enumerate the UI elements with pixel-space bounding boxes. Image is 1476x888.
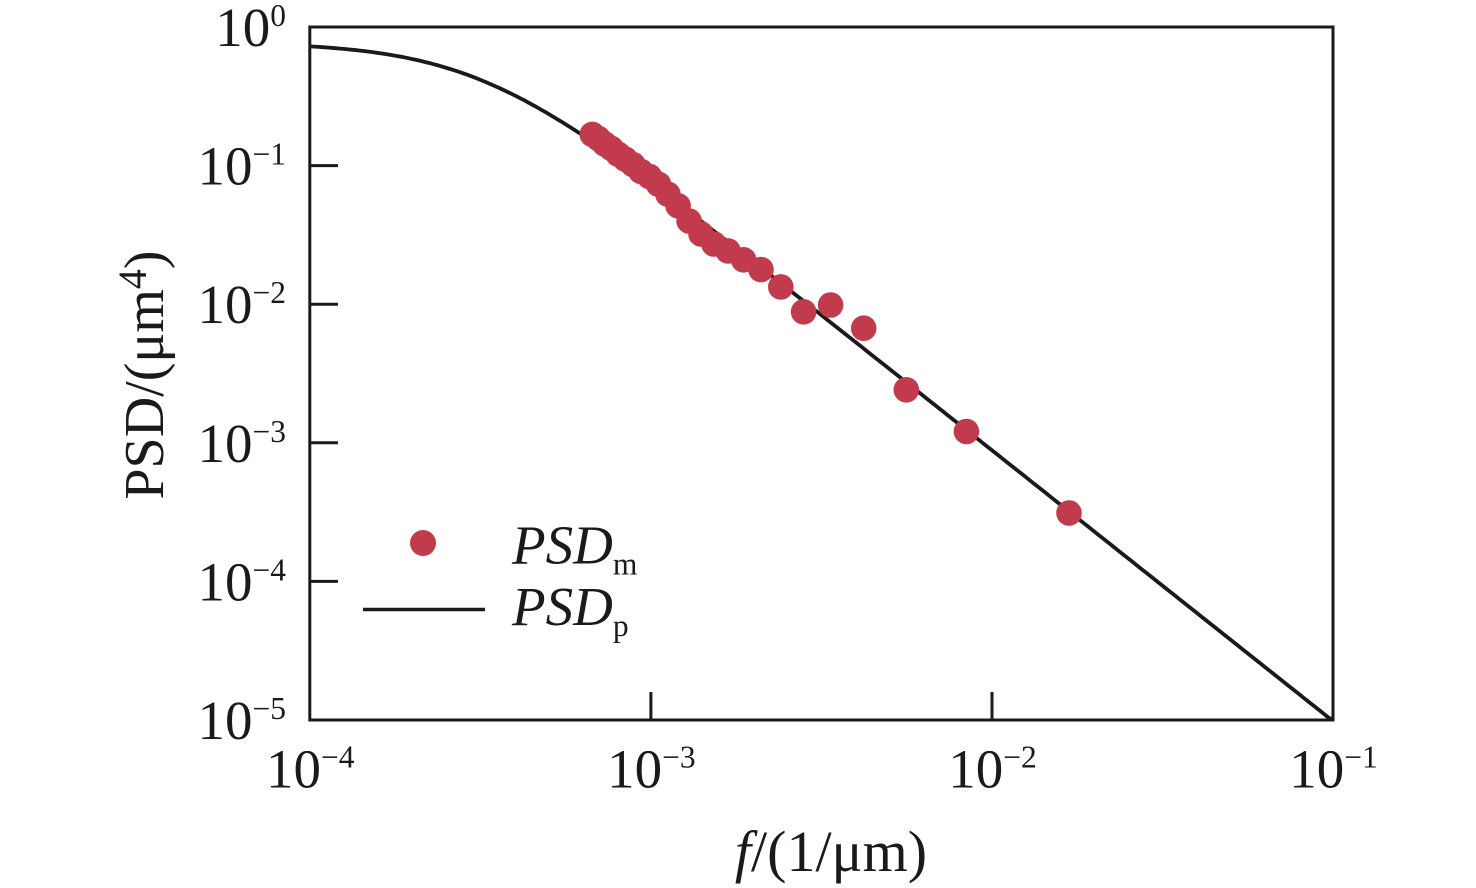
svg-text:10−1: 10−1 (1289, 739, 1378, 800)
svg-text:100: 100 (215, 0, 286, 58)
svg-text:f/(1/μm): f/(1/μm) (735, 819, 927, 884)
svg-text:PSD/(μm4): PSD/(μm4) (110, 250, 176, 499)
svg-text:PSDp: PSDp (511, 576, 629, 643)
svg-text:10−4: 10−4 (266, 739, 355, 800)
